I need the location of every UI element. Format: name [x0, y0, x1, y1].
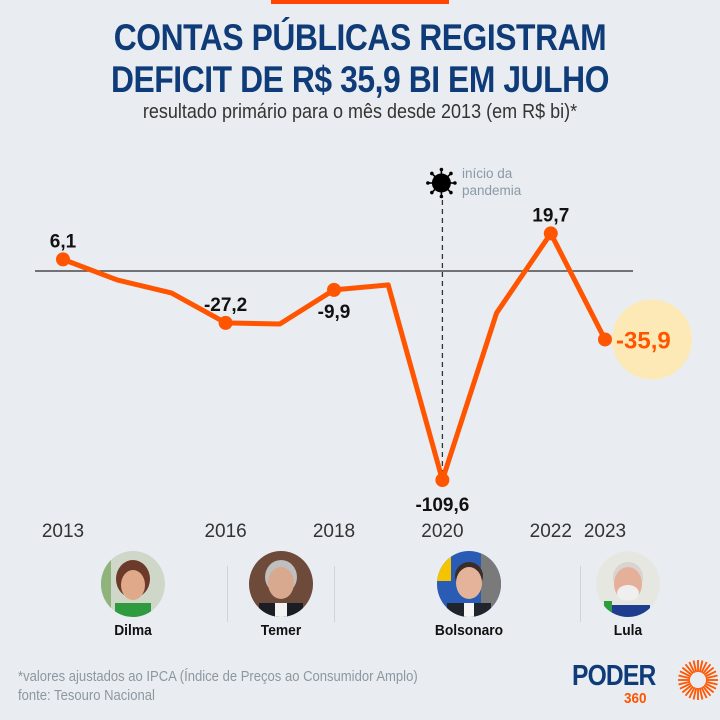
president-name-bolsonaro: Bolsonaro — [434, 622, 504, 639]
x-tick-2023: 2023 — [584, 521, 626, 542]
term-divider — [227, 566, 228, 622]
data-label-2013: 6,1 — [50, 231, 77, 252]
virus-icon — [426, 167, 457, 199]
data-point-2016 — [218, 315, 233, 330]
annotation-text-2: pandemia — [462, 183, 522, 198]
president-name-temer: Temer — [260, 622, 302, 639]
data-label-2022: 19,7 — [532, 205, 569, 226]
footnote: *valores ajustados ao IPCA (Índice de Pr… — [18, 669, 418, 685]
data-label-2018: -9,9 — [318, 302, 351, 323]
x-tick-2022: 2022 — [530, 521, 572, 542]
president-name-lula: Lula — [613, 622, 643, 639]
highlight-circle — [612, 299, 692, 380]
x-tick-2016: 2016 — [204, 521, 246, 542]
subtitle: resultado primário para o mês desde 2013… — [142, 101, 578, 123]
source-note: fonte: Tesouro Nacional — [18, 688, 155, 704]
portrait-lula — [596, 551, 660, 617]
x-tick-2018: 2018 — [313, 521, 355, 542]
portrait-temer — [249, 551, 313, 617]
data-label-2020: -109,6 — [415, 495, 469, 516]
data-point-2023 — [598, 332, 612, 347]
annotation-text-1: início da — [462, 166, 513, 181]
top-accent-bar — [271, 0, 449, 4]
data-point-2018 — [327, 282, 341, 297]
term-divider — [334, 566, 335, 622]
x-tick-2020: 2020 — [421, 521, 463, 542]
title-line-1: CONTAS PÚBLICAS REGISTRAM — [113, 17, 607, 58]
logo-sub: 360 — [624, 690, 647, 707]
sun-rays-icon — [678, 660, 718, 700]
logo-text: PODER — [572, 660, 656, 692]
president-name-dilma: Dilma — [114, 622, 152, 639]
portrait-bolsonaro — [437, 551, 501, 617]
data-point-2022 — [543, 226, 558, 241]
x-tick-2013: 2013 — [42, 521, 84, 542]
term-divider — [580, 566, 581, 622]
data-label-2016: -27,2 — [204, 295, 247, 316]
data-point-2013 — [56, 252, 70, 267]
data-point-2020 — [435, 473, 450, 488]
title-line-2: DEFICIT DE R$ 35,9 BI EM JULHO — [110, 59, 610, 100]
line-chart: início da pandemia 6,1 -27,2 -9,9 -109,6 19,7… — [35, 166, 692, 542]
portrait-dilma — [101, 551, 165, 617]
data-label-2023: -35,9 — [616, 327, 671, 354]
